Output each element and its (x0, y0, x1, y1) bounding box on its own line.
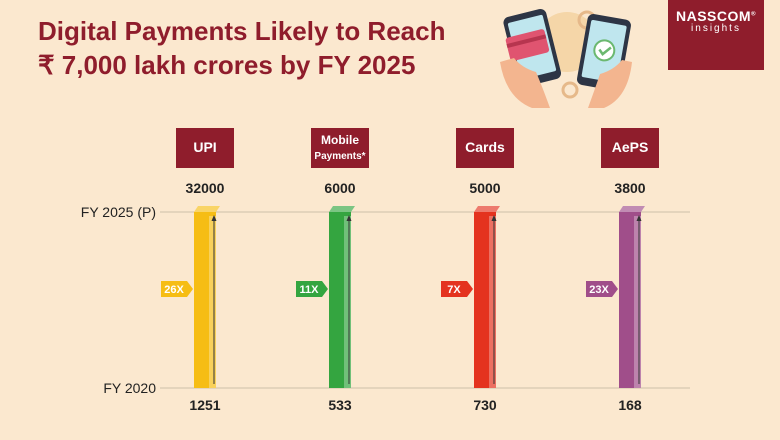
growth-label: 26X (164, 284, 184, 296)
growth-badge (441, 281, 473, 297)
category-header (176, 128, 234, 168)
value-label: 533 (328, 397, 352, 413)
category-label: AePS (612, 139, 649, 155)
growth-arrow-head (636, 215, 642, 221)
bar-highlight (489, 216, 496, 388)
category-label: Cards (465, 139, 505, 155)
category-header (601, 128, 659, 168)
bar-highlight (209, 216, 216, 388)
category-label: UPI (193, 139, 216, 155)
growth-arrow-head (491, 215, 497, 221)
growth-label: 7X (447, 284, 461, 296)
bar-top (619, 206, 645, 212)
growth-badge (161, 281, 193, 297)
bar-top (474, 206, 500, 212)
page-title: Digital Payments Likely to Reach ₹ 7,000… (38, 14, 498, 82)
value-label: 5000 (469, 180, 500, 196)
phones-illustration-icon (500, 8, 632, 108)
bar-top (329, 206, 355, 212)
category-header (311, 128, 369, 168)
logo-name: NASSCOM® (676, 8, 756, 24)
bar-highlight (634, 216, 641, 388)
bar-top (194, 206, 220, 212)
value-label: 168 (618, 397, 642, 413)
title-line-2: ₹ 7,000 lakh crores by FY 2025 (38, 50, 416, 80)
growth-label: 23X (589, 284, 609, 296)
value-label: 32000 (186, 180, 225, 196)
growth-badge (296, 281, 328, 297)
category-label: Payments* (314, 151, 365, 162)
growth-arrow-head (346, 215, 352, 221)
value-label: 6000 (324, 180, 355, 196)
value-label: 3800 (614, 180, 645, 196)
nasscom-logo: NASSCOM® insights (668, 0, 764, 70)
title-line-1: Digital Payments Likely to Reach (38, 16, 446, 46)
category-header (456, 128, 514, 168)
category-label: Mobile (321, 133, 359, 147)
bar-highlight (344, 216, 351, 388)
growth-label: 11X (300, 284, 320, 296)
growth-badge (586, 281, 618, 297)
value-label: 730 (473, 397, 497, 413)
growth-arrow-head (211, 215, 217, 221)
logo-subtitle: insights (691, 23, 741, 34)
row-label: FY 2020 (103, 380, 156, 396)
value-label: 1251 (189, 397, 220, 413)
row-label: FY 2025 (P) (81, 204, 156, 220)
